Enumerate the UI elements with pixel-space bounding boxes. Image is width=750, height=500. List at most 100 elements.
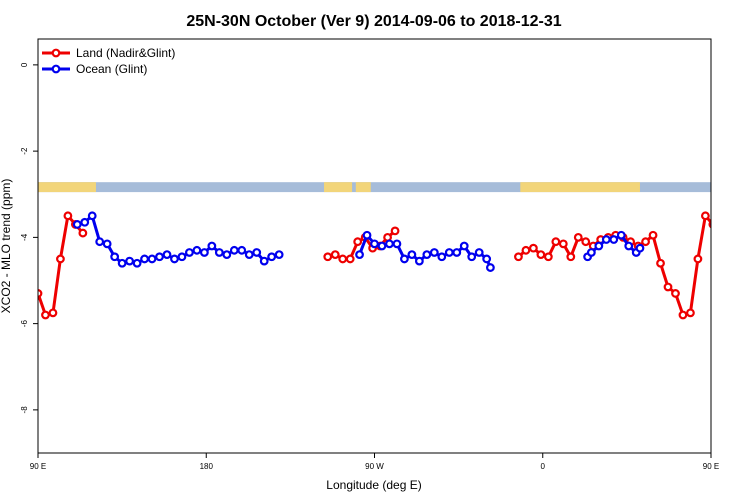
series-1-point-2-4 <box>609 235 619 244</box>
series-1-point-3-1 <box>717 219 724 226</box>
legend-marker-0 <box>51 48 61 58</box>
y-tick-label-3: -6 <box>20 320 29 328</box>
series-0-point-1-2 <box>338 254 348 264</box>
x-tick-label-2: 90 W <box>365 462 384 471</box>
series-1-point-0-19 <box>214 248 224 257</box>
series-1-point-1-15 <box>467 252 477 262</box>
land-sea-strip <box>38 182 711 193</box>
series-1-point-0-6 <box>117 258 127 268</box>
series-1-point-3-2 <box>725 213 732 220</box>
series-1-point-2-5 <box>616 230 626 240</box>
series-0-point-0-4 <box>63 211 73 221</box>
series-0-point-1-3 <box>345 254 355 264</box>
x-tick-label-3: 0 <box>541 462 546 471</box>
y-tick-label-2: -4 <box>20 233 29 241</box>
series-1-point-0-27 <box>274 250 284 260</box>
series-0-point-1-1 <box>330 250 340 260</box>
series-0-point-2-5 <box>551 237 561 247</box>
series-0-line-2 <box>517 214 711 317</box>
series-1-point-0-7 <box>125 256 135 266</box>
series-1-point-0-10 <box>147 254 157 264</box>
x-axis-ticks: 90 E 180 90 W 0 90 E <box>30 453 719 471</box>
series-0-point-2-17 <box>641 237 650 247</box>
strip-land-1 <box>324 182 353 193</box>
series-1-point-0-15 <box>185 248 194 257</box>
series-1-line-3 <box>715 216 750 263</box>
strip-ocean <box>38 182 711 193</box>
series-1-point-1-4 <box>385 239 394 249</box>
series-1-point-1-9 <box>422 250 432 260</box>
series-0-point-2-22 <box>678 310 688 320</box>
series-1-point-1-12 <box>444 248 454 257</box>
series-0-point-2-2 <box>529 243 538 253</box>
series-0-point-1-9 <box>390 226 400 236</box>
y-axis-ticks: 0 -2 -4 -6 -8 <box>20 62 38 413</box>
series-0-point-2-6 <box>558 239 568 249</box>
series-1-point-0-0 <box>72 220 82 229</box>
series-1-point-1-7 <box>407 250 417 260</box>
series-1-point-1-3 <box>377 241 387 251</box>
series-0-point-0-3 <box>56 254 65 264</box>
series-1-point-1-13 <box>452 248 462 257</box>
series-1-point-1-2 <box>370 239 379 249</box>
series-1-point-0-20 <box>222 250 232 260</box>
series-0-point-0-6 <box>78 228 88 238</box>
series-0-point-2-9 <box>581 237 591 247</box>
series-1-point-0-22 <box>237 245 247 255</box>
series-0-point-2-8 <box>573 232 583 242</box>
series-1-point-0-17 <box>199 248 209 257</box>
series-0-point-2-20 <box>663 282 673 292</box>
series-1-point-0-26 <box>267 252 277 262</box>
series-0-point-2-24 <box>693 254 703 264</box>
series-0-line-0 <box>38 214 85 317</box>
strip-land-3 <box>520 182 640 193</box>
series-1-point-0-1 <box>80 217 90 227</box>
series-1-point-2-8 <box>635 243 645 253</box>
series-0-point-2-7 <box>566 252 576 262</box>
y-tick-label-1: -2 <box>20 147 29 155</box>
series-1-point-0-25 <box>259 256 269 266</box>
series-1-point-0-3 <box>95 237 105 247</box>
legend-marker-1 <box>51 64 61 74</box>
series-1-point-2-3 <box>601 235 611 244</box>
series-0-point-2-4 <box>543 252 553 262</box>
series-1-point-2-6 <box>624 241 634 251</box>
series-0-point-2-0 <box>514 252 523 262</box>
series-0-point-2-25 <box>700 211 710 221</box>
series-1-point-1-17 <box>482 254 492 264</box>
series-0-point-2-23 <box>686 308 695 318</box>
series-0-point-1-0 <box>323 252 333 262</box>
series-1-point-2-2 <box>594 241 604 251</box>
series-0-point-2-19 <box>656 258 665 268</box>
y-tick-label-0: 0 <box>20 62 29 67</box>
series-1-point-1-8 <box>414 256 424 266</box>
series-1-point-0-9 <box>140 254 149 264</box>
series-1-point-1-14 <box>459 241 469 251</box>
x-axis-label: Longitude (deg E) <box>326 478 421 492</box>
series-0-point-2-1 <box>521 245 531 255</box>
series-1-point-1-18 <box>486 263 495 272</box>
y-axis-label: XCO2 - MLO trend (ppm) <box>0 179 13 314</box>
series-0-point-2-3 <box>536 250 546 260</box>
series-0-point-2-27 <box>717 230 724 237</box>
series-1-point-0-13 <box>170 254 179 264</box>
series-1-point-3-0 <box>710 222 711 227</box>
y-tick-label-4: -8 <box>20 406 29 414</box>
series-1-point-3-3 <box>732 238 739 245</box>
series-1-point-0-8 <box>132 258 142 268</box>
legend-label-0: Land (Nadir&Glint) <box>76 46 175 60</box>
x-tick-label-1: 180 <box>200 462 214 471</box>
series-1-point-0-18 <box>207 241 217 251</box>
legend: Land (Nadir&Glint) Ocean (Glint) <box>42 46 175 76</box>
series-1-point-0-23 <box>244 250 254 260</box>
x-tick-label-4: 90 E <box>703 462 719 471</box>
series-1-point-1-10 <box>429 248 439 257</box>
series-0-point-2-21 <box>671 289 680 298</box>
series-1-point-0-11 <box>155 252 164 262</box>
series-0-point-2-18 <box>648 230 658 240</box>
strip-land-2 <box>355 182 371 193</box>
series-1-point-0-2 <box>87 211 97 221</box>
chart-title: 25N-30N October (Ver 9) 2014-09-06 to 20… <box>186 13 561 30</box>
series-1-point-1-5 <box>392 239 402 249</box>
series-1-point-3-4 <box>739 241 746 248</box>
